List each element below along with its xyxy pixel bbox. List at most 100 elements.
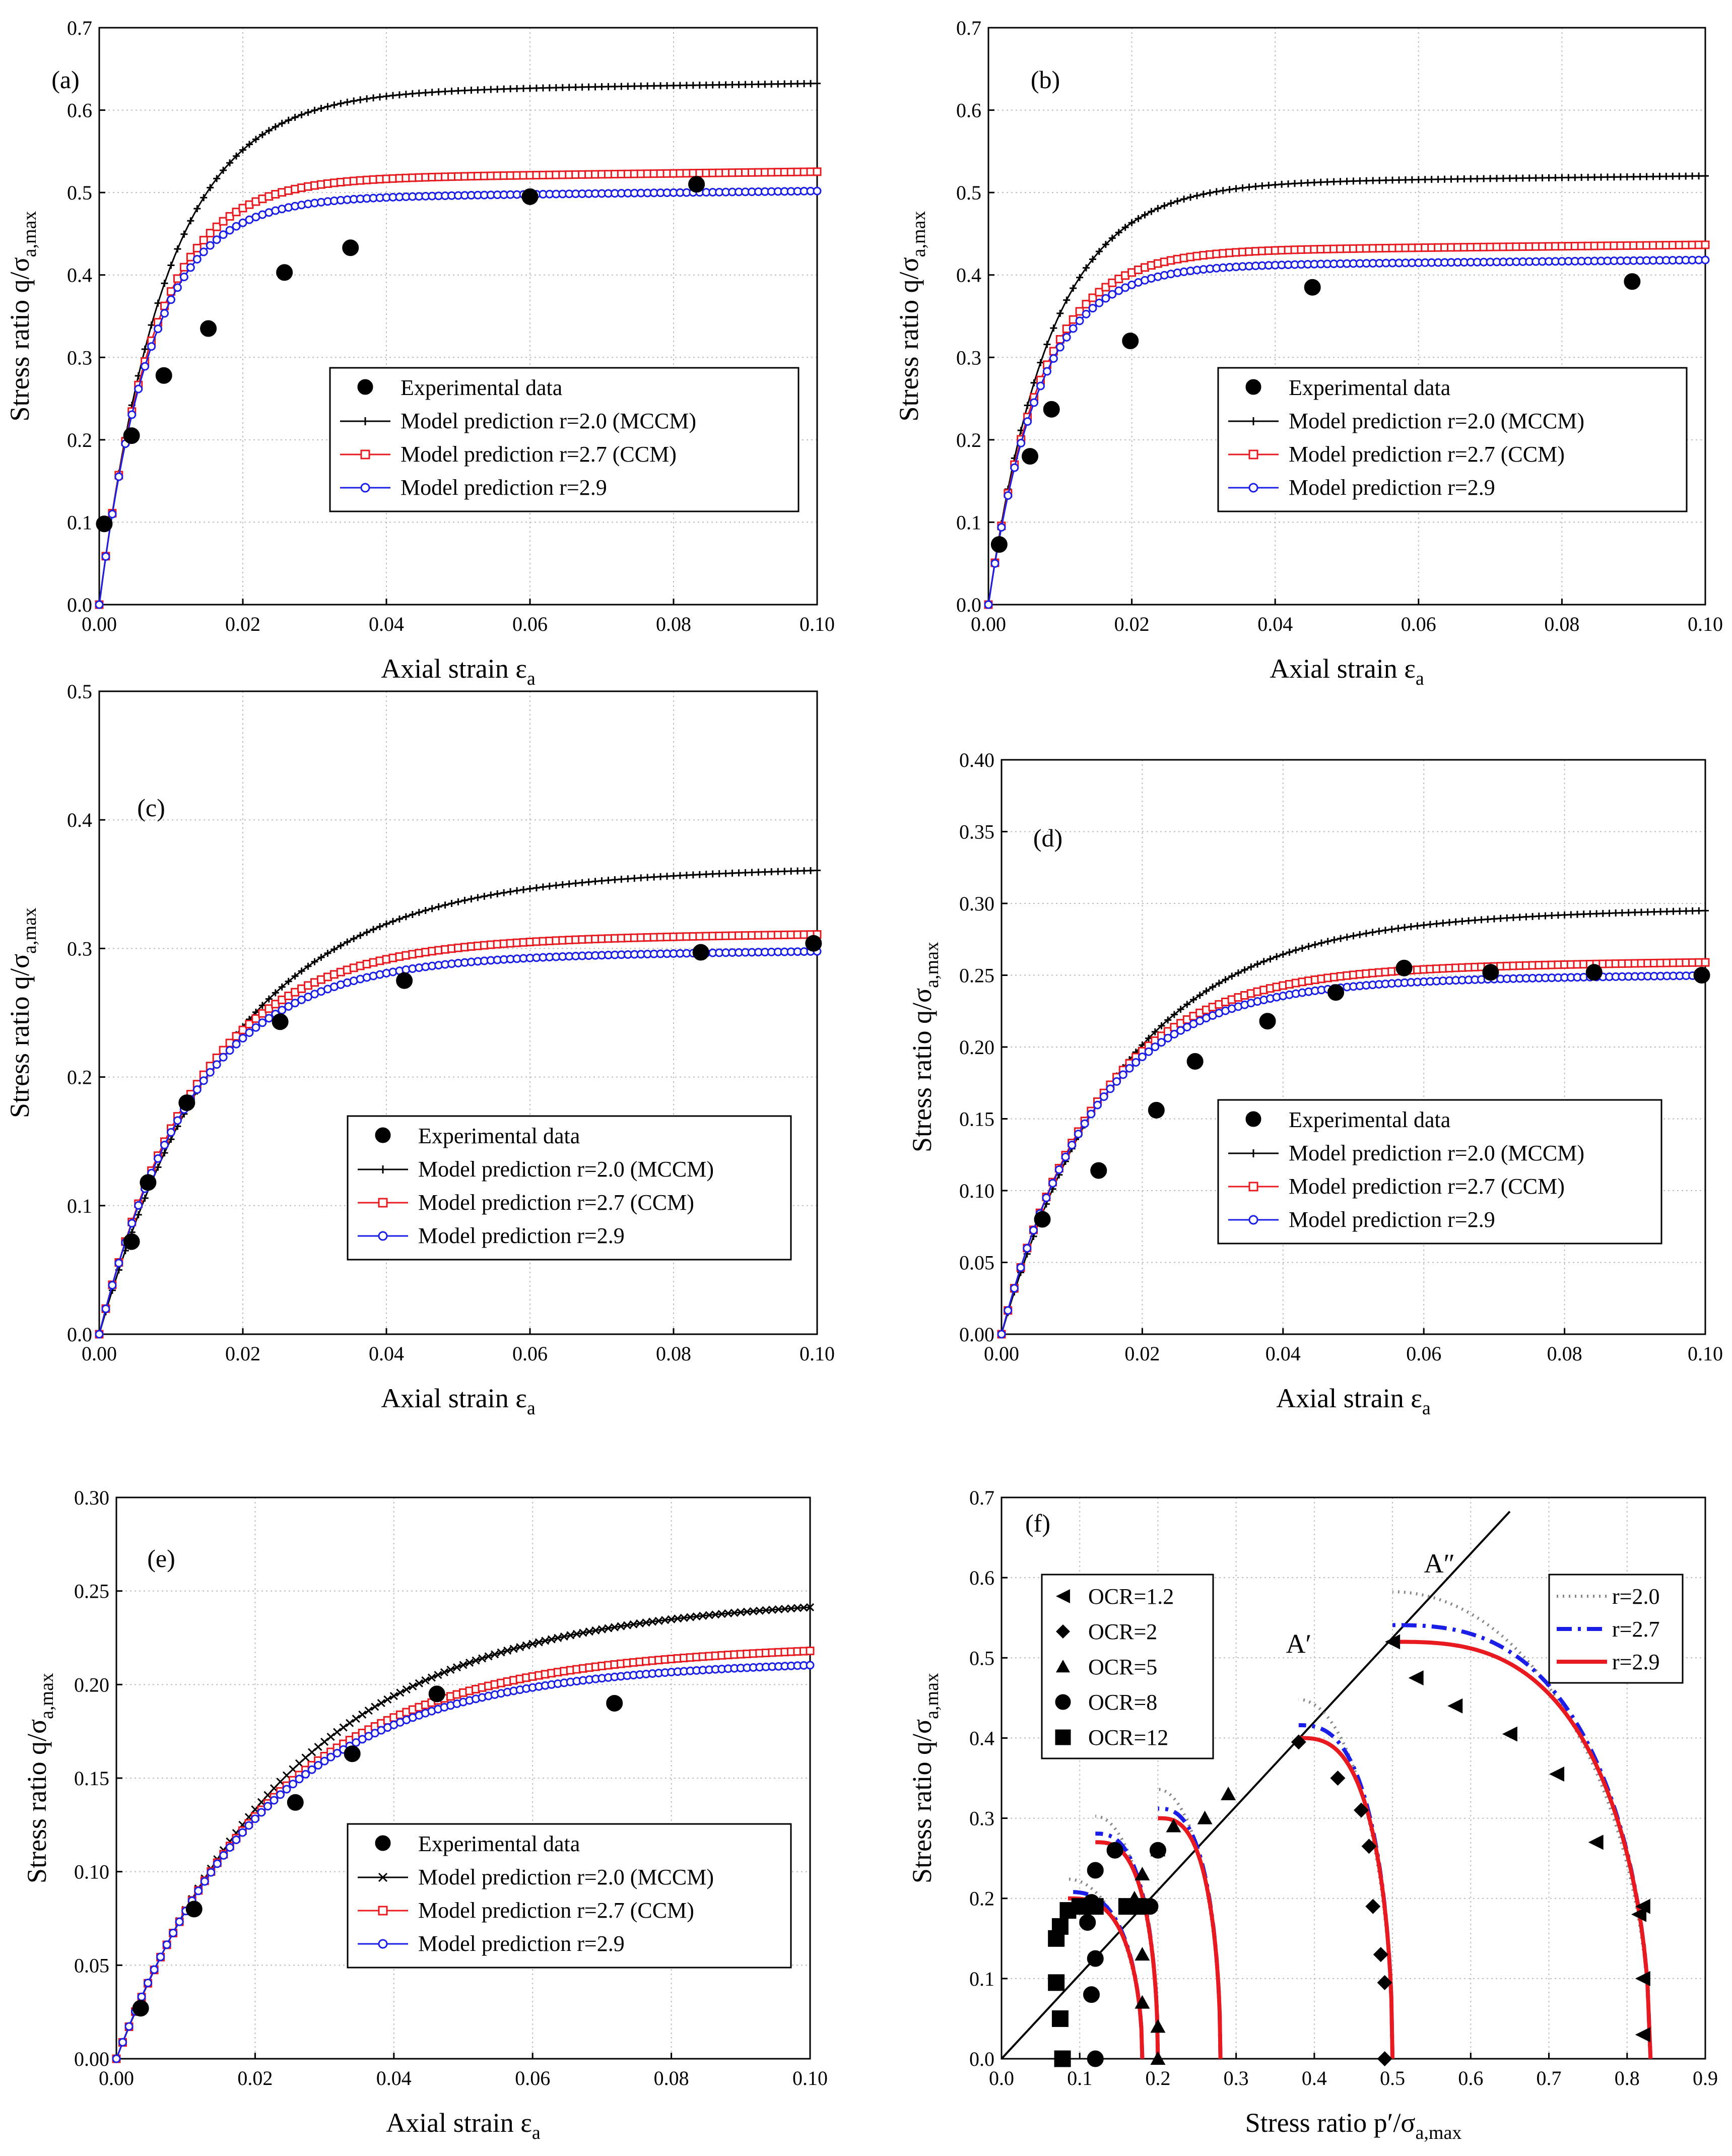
series-point: [395, 91, 403, 99]
series-1: [985, 172, 1709, 608]
series-point: [213, 1859, 222, 1868]
series-point: [500, 85, 508, 93]
x-axis-title-sub: a: [527, 668, 536, 689]
experimental-point: [1090, 1162, 1107, 1179]
series-point: [1265, 181, 1273, 189]
experimental-point: [1079, 1914, 1096, 1931]
series-point: [1516, 913, 1523, 921]
series-point: [1337, 935, 1345, 942]
x-tick-label: 0.10: [800, 613, 835, 635]
series-point: [774, 1605, 783, 1614]
series-point: [114, 472, 123, 481]
series-point: [1095, 248, 1103, 255]
series-point: [1061, 1152, 1070, 1161]
series-point: [813, 167, 822, 176]
series-point: [147, 342, 156, 351]
series-point: [676, 82, 684, 89]
series-point: [787, 867, 795, 875]
series-point: [1591, 173, 1598, 181]
series-point: [333, 1728, 342, 1736]
y-tick-label: 0.0: [969, 2048, 994, 2070]
series-point: [728, 81, 736, 89]
series-point: [95, 1330, 104, 1339]
y-axis-title-main: Stress ratio q/σ: [907, 988, 937, 1152]
series-point: [1343, 177, 1351, 185]
series-point: [320, 1737, 329, 1746]
series-point: [1650, 908, 1658, 916]
legend-marker: [1056, 1624, 1070, 1639]
panel-a: 0.00 0.02 0.04 0.06 0.08 0.10 0.0 0.1 0.2 0.3 0.4 0…: [5, 17, 835, 689]
series-point: [141, 1194, 149, 1202]
series-point: [1542, 912, 1549, 920]
series-point: [320, 1756, 329, 1766]
series-point: [199, 1076, 208, 1085]
series-point: [1272, 181, 1279, 188]
series-point: [206, 241, 215, 250]
series-point: [1618, 909, 1626, 917]
series-point: [598, 83, 606, 91]
series-point: [298, 967, 305, 975]
series-point: [295, 1775, 304, 1784]
plot-frame: [98, 690, 818, 1335]
series-point: [526, 885, 534, 892]
series-point: [661, 1616, 670, 1624]
x-tick-label: 0.00: [99, 2067, 134, 2089]
series-point: [409, 90, 416, 97]
legend-label: r=2.0: [1612, 1584, 1659, 1609]
series-point: [1510, 914, 1517, 922]
series-point: [1074, 1130, 1083, 1139]
series-point: [539, 84, 547, 92]
series-point: [1414, 922, 1421, 930]
yield-curve: [1392, 1640, 1653, 2059]
series-point: [591, 1626, 600, 1635]
y-tick-label: 0.25: [74, 1580, 109, 1603]
x-tick-label: 0.04: [1257, 613, 1293, 635]
series-point: [245, 1028, 254, 1037]
series-point: [1701, 958, 1710, 967]
series-point: [207, 1868, 216, 1877]
legend-label: OCR=8: [1088, 1690, 1157, 1715]
series-point: [415, 908, 423, 916]
series-point: [1089, 255, 1096, 263]
yield-curve: [1158, 1816, 1223, 2059]
series-point: [1434, 175, 1442, 183]
series-point: [1604, 173, 1611, 181]
critical-state-line: [1001, 1511, 1511, 2060]
series-point: [141, 362, 150, 371]
series-point: [1063, 296, 1071, 304]
series-point: [572, 880, 579, 887]
series-point: [409, 911, 416, 919]
series-point: [272, 989, 279, 997]
x-tick-label: 0.4: [1302, 2067, 1327, 2089]
series-point: [503, 1646, 512, 1655]
series-point: [1493, 175, 1501, 182]
series-point: [452, 1663, 461, 1672]
y-tick-label: 0.1: [969, 1968, 994, 1990]
plot-frame: [98, 27, 818, 606]
y-tick-label: 0.00: [959, 1323, 994, 1346]
series-point: [1487, 175, 1494, 182]
experimental-point: [1635, 1899, 1650, 1914]
series-point: [311, 106, 318, 114]
series-point: [250, 1814, 259, 1823]
y-tick-label: 0.6: [956, 99, 981, 122]
legend: Experimental data Model prediction r=2.0 …: [329, 367, 800, 512]
series-point: [1050, 324, 1057, 332]
yield-curve: [1298, 1736, 1395, 2059]
series-point: [1617, 173, 1624, 181]
series-point: [1232, 185, 1240, 192]
series-point: [219, 1053, 228, 1062]
legend-marker: [1056, 1660, 1070, 1673]
series-point: [559, 881, 566, 888]
series-point: [1017, 438, 1026, 447]
legend-marker: [360, 449, 370, 460]
series-point: [520, 85, 527, 92]
series-point: [289, 1780, 298, 1789]
series-point: [233, 152, 240, 160]
series-point: [1190, 996, 1197, 1004]
series-point: [357, 932, 364, 939]
y-axis-title: Stress ratio q/σa,max: [907, 1673, 943, 1883]
series-point: [749, 1607, 758, 1615]
x-axis-title: Axial strain εa: [381, 1383, 536, 1419]
series-point: [1163, 1033, 1172, 1042]
